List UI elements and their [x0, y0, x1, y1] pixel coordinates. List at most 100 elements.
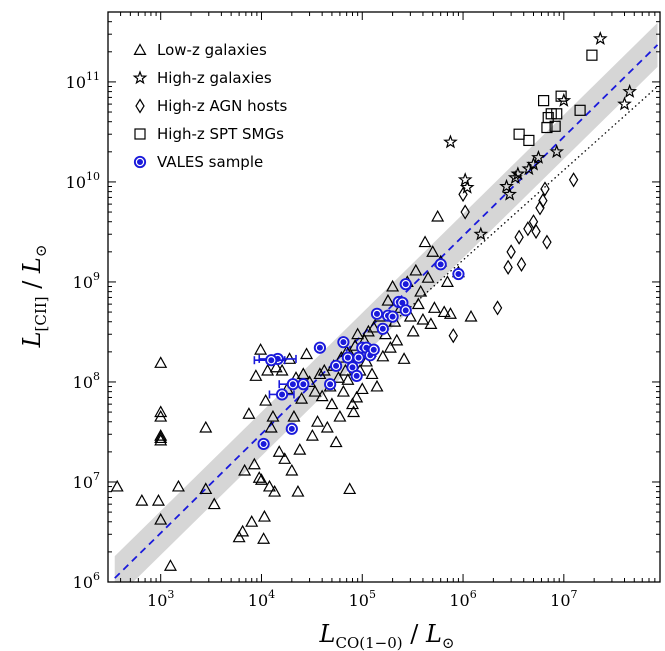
point-square-8	[555, 90, 567, 102]
point-triangle-106	[437, 305, 451, 318]
point-triangle-91	[397, 352, 411, 364]
point-diamond-12	[540, 181, 550, 197]
legend-marker-triangle	[133, 43, 147, 56]
legend-label: Low-z galaxies	[157, 41, 267, 59]
point-triangle-3	[154, 512, 168, 525]
point-triangle-72	[351, 327, 365, 340]
point-triangle-40	[287, 409, 301, 422]
point-triangle-101	[424, 317, 438, 329]
x-tick-label: 104	[248, 588, 275, 610]
point-circle-dot-8-center	[328, 382, 332, 386]
point-triangle-60	[333, 409, 347, 422]
legend-label: High-z galaxies	[157, 69, 272, 87]
point-triangle-12	[199, 420, 213, 433]
point-triangle-56	[325, 397, 339, 410]
point-diamond-2	[460, 204, 470, 220]
point-diamond-5	[506, 244, 516, 260]
series-star	[443, 31, 638, 241]
point-triangle-65	[341, 373, 355, 385]
point-triangle-39	[285, 463, 299, 476]
point-circle-dot-18-ring	[369, 345, 378, 354]
point-triangle-30	[264, 420, 278, 433]
point-triangle-6	[154, 409, 168, 422]
point-triangle-110	[464, 309, 478, 322]
point-circle-dot-7-ring	[315, 343, 325, 352]
fit-lines	[114, 44, 659, 579]
point-triangle-107	[440, 275, 454, 287]
y-tick-label: 1011	[66, 70, 100, 92]
point-triangle-20	[247, 457, 261, 470]
point-triangle-7	[154, 428, 168, 441]
point-star-3	[473, 226, 489, 241]
point-circle-dot-14-ring	[354, 353, 363, 362]
point-circle-dot-13-ring	[352, 371, 361, 381]
point-triangle-104	[431, 209, 445, 222]
point-circle-dot-26-ring	[401, 279, 410, 289]
point-triangle-35	[275, 363, 289, 376]
point-triangle-54	[320, 420, 334, 433]
svg-text:LCO(1−0) / L⊙: LCO(1−0) / L⊙	[319, 620, 455, 651]
point-triangle-0	[110, 479, 124, 492]
point-circle-dot-12-center	[351, 366, 354, 369]
point-triangle-100	[421, 271, 435, 283]
point-star-11	[549, 144, 565, 159]
point-triangle-74	[355, 382, 369, 395]
point-triangle-24	[254, 473, 268, 485]
point-star-6	[507, 170, 523, 185]
point-triangle-5	[154, 405, 168, 418]
point-circle-dot-8-ring	[325, 379, 335, 389]
point-triangle-15	[232, 530, 246, 543]
point-circle-dot-26-center	[404, 282, 408, 286]
point-circle-dot-22-ring	[388, 312, 397, 321]
point-triangle-62	[336, 384, 350, 397]
point-triangle-29	[262, 479, 276, 492]
point-diamond-15	[516, 256, 527, 272]
point-triangle-85	[381, 293, 395, 306]
point-triangle-33	[269, 360, 283, 373]
point-circle-dot-13-center	[355, 374, 358, 378]
point-diamond-3	[492, 300, 503, 316]
axis-ticks: 103 104 105 106 107 106 107 108 109 1010 1011	[66, 11, 661, 610]
point-star-10	[531, 149, 546, 164]
point-star-12	[556, 92, 572, 107]
point-triangle-44	[295, 391, 309, 404]
point-square-9	[574, 104, 586, 116]
point-circle-dot-25-center	[404, 309, 408, 312]
x-tick-label: 103	[147, 588, 174, 610]
point-triangle-17	[238, 463, 252, 476]
fit-band	[114, 22, 658, 582]
point-triangle-71	[350, 390, 364, 403]
data-points	[110, 31, 638, 571]
fit-uncertainty-band	[114, 22, 658, 582]
point-square-1	[523, 134, 535, 147]
point-circle-dot-27-ring	[436, 260, 445, 269]
point-triangle-69	[347, 405, 361, 418]
point-circle-dot-0-center	[262, 442, 265, 446]
legend-marker-circle-dot-center	[138, 160, 142, 164]
y-tick-label: 106	[73, 570, 100, 592]
point-triangle-46	[300, 347, 314, 360]
point-triangle-48	[305, 428, 319, 441]
point-star-7	[510, 166, 526, 181]
legend-label: High-z SPT SMGs	[157, 125, 284, 143]
point-circle-dot-9-ring	[331, 361, 341, 371]
point-triangle-52	[315, 389, 329, 402]
point-star-1	[457, 172, 473, 187]
legend-marker-star	[132, 70, 148, 85]
point-triangle-42	[291, 484, 305, 497]
point-triangle-99	[418, 235, 432, 248]
series-circle-dot	[253, 258, 465, 451]
point-triangle-87	[386, 279, 400, 292]
point-triangle-36	[278, 452, 292, 464]
point-circle-dot-20-center	[381, 327, 385, 331]
point-triangle-22	[252, 471, 266, 483]
point-triangle-66	[343, 482, 357, 495]
series-square	[513, 49, 598, 147]
point-circle-dot-14-center	[357, 356, 360, 359]
point-star-14	[617, 96, 632, 111]
point-triangle-28	[261, 363, 275, 376]
point-triangle-79	[365, 367, 379, 380]
point-circle-dot-10-ring	[339, 337, 348, 347]
point-triangle-19	[245, 515, 259, 527]
x-tick-label: 107	[550, 588, 577, 610]
